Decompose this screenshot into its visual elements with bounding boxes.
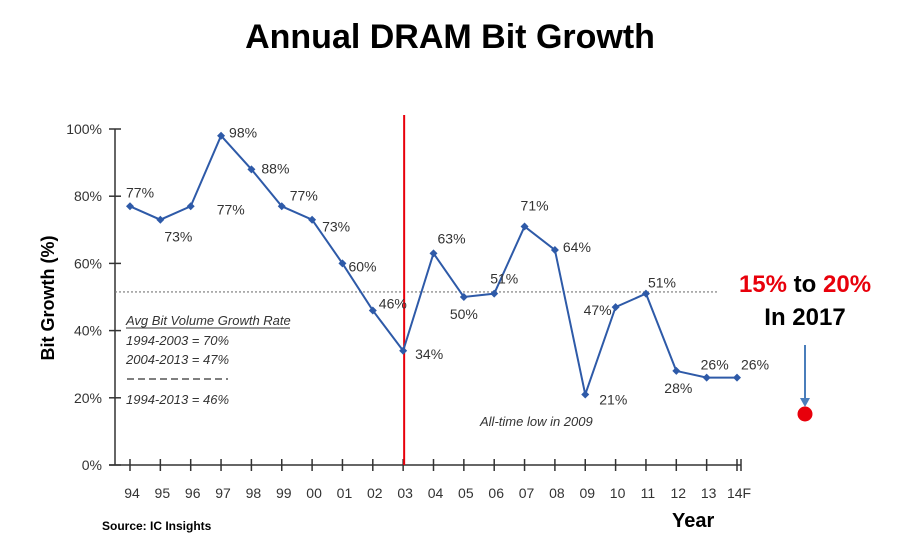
x-tick-label: 95: [155, 485, 171, 501]
x-tick-label: 00: [306, 485, 322, 501]
data-label: 73%: [164, 229, 192, 245]
data-label: 46%: [379, 295, 407, 311]
data-label: 98%: [229, 125, 257, 141]
x-tick-label: 11: [641, 485, 656, 501]
data-label: 28%: [664, 380, 692, 396]
data-point: [702, 373, 711, 382]
x-tick-label: 08: [549, 485, 565, 501]
forecast-callout: 15% to 20% In 2017: [700, 268, 900, 334]
forecast-year: In 2017: [764, 304, 846, 331]
x-axis-label: Year: [672, 510, 715, 532]
all-time-low-note: All-time low in 2009: [479, 414, 593, 429]
y-tick-label: 20%: [74, 390, 102, 406]
data-point: [581, 390, 590, 399]
annotation-heading: Avg Bit Volume Growth Rate: [125, 313, 291, 328]
data-point: [733, 373, 741, 382]
data-point: [247, 165, 256, 174]
x-tick-label: 10: [610, 485, 626, 501]
x-tick-label: 04: [428, 485, 444, 501]
data-label: 77%: [290, 187, 318, 203]
data-label: 63%: [438, 230, 466, 246]
forecast-connector: to: [793, 271, 817, 298]
forecast-dot: [797, 406, 813, 422]
y-tick-label: 80%: [74, 188, 102, 204]
series-bit-growth: [126, 131, 741, 399]
data-label: 88%: [261, 160, 289, 176]
data-point: [368, 306, 377, 315]
data-label: 77%: [217, 201, 245, 217]
data-label: 77%: [126, 184, 154, 200]
x-tick-label: 14F: [727, 485, 751, 501]
data-point: [308, 215, 317, 224]
data-point: [126, 202, 134, 211]
data-point: [520, 222, 529, 231]
y-axis-label: Bit Growth (%): [38, 236, 58, 361]
average-annotation: Avg Bit Volume Growth Rate 1994-2003 = 7…: [125, 313, 291, 407]
x-tick-label: 06: [488, 485, 504, 501]
data-point: [156, 215, 165, 224]
forecast-low: 15%: [738, 271, 787, 298]
y-tick-label: 100%: [66, 121, 102, 137]
data-labels: 77%73%77%98%88%77%73%60%46%34%63%50%51%7…: [126, 125, 769, 408]
x-tick-label: 12: [671, 485, 687, 501]
x-tick-label: 13: [701, 485, 717, 501]
data-point: [217, 131, 226, 140]
data-point: [459, 293, 468, 301]
y-tick-label: 0%: [82, 457, 102, 473]
data-label: 47%: [584, 302, 612, 318]
data-label: 73%: [322, 219, 350, 235]
axes: 0% 20% 40% 60% 80% 100% 94 95 96 97 98 99 00 01 02 03 04…: [66, 121, 751, 501]
x-tick-label: 05: [458, 485, 474, 501]
x-tick-label: 99: [276, 485, 292, 501]
reference-lines: [115, 115, 718, 465]
data-point: [277, 202, 286, 211]
data-label: 60%: [348, 258, 376, 274]
data-label: 26%: [741, 357, 769, 373]
x-tick-label: 97: [215, 485, 231, 501]
chart-title: Annual DRAM Bit Growth: [245, 18, 655, 56]
x-tick-label: 98: [246, 485, 262, 501]
x-tick-label: 09: [579, 485, 595, 501]
data-point: [338, 259, 347, 268]
annotation-line-3: 1994-2013 = 46%: [126, 392, 229, 407]
annotation-line-1: 1994-2003 = 70%: [126, 333, 229, 348]
data-label: 50%: [450, 306, 478, 322]
x-tick-label: 07: [519, 485, 535, 501]
data-point: [186, 202, 195, 211]
source-note: Source: IC Insights: [102, 519, 212, 533]
forecast-arrow-head-icon: [800, 398, 810, 407]
data-point: [429, 249, 438, 258]
data-point: [399, 346, 408, 355]
forecast-marker: [797, 345, 813, 422]
data-point: [611, 303, 620, 312]
data-point: [672, 366, 681, 375]
data-label: 34%: [415, 346, 443, 362]
data-label: 21%: [599, 391, 627, 407]
annotation-line-2: 2004-2013 = 47%: [125, 352, 229, 367]
data-point: [641, 289, 650, 298]
x-tick-label: 03: [397, 485, 413, 501]
x-tick-label: 01: [337, 485, 353, 501]
y-tick-label: 40%: [74, 323, 102, 339]
data-label: 64%: [563, 239, 591, 255]
data-label: 51%: [648, 275, 676, 291]
forecast-high: 20%: [823, 271, 872, 298]
data-point: [490, 289, 499, 298]
x-tick-label: 02: [367, 485, 383, 501]
data-point: [550, 245, 559, 254]
data-label: 71%: [521, 197, 549, 213]
data-label: 51%: [490, 271, 518, 287]
x-tick-label: 96: [185, 485, 201, 501]
y-tick-label: 60%: [74, 255, 102, 271]
x-tick-label: 94: [124, 485, 140, 501]
data-label: 26%: [701, 357, 729, 373]
